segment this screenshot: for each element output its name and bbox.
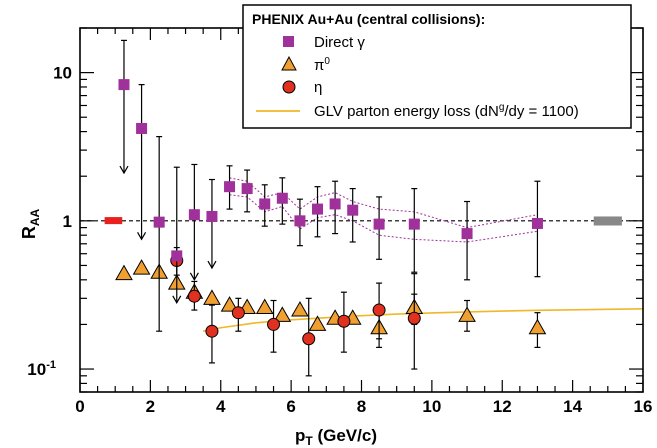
direct-gamma-point-12 — [329, 198, 341, 210]
legend-eta-label: η — [314, 79, 322, 96]
y-axis-label: R — [19, 226, 39, 239]
direct-gamma-point-1 — [136, 122, 148, 134]
legend-direct-gamma-label: Direct γ — [314, 34, 365, 51]
direct-gamma-point-8 — [259, 198, 271, 210]
svg-text:pT (GeV/c): pT (GeV/c) — [295, 426, 377, 448]
direct-gamma-point-5-upper-limit-arrow — [207, 260, 217, 270]
x-tick-label: 10 — [422, 397, 441, 416]
x-tick-label: 8 — [357, 397, 366, 416]
pi0-point-10 — [291, 301, 309, 317]
legend: PHENIX Au+Au (central collisions): Direc… — [242, 4, 632, 129]
y-tick-label: 1 — [63, 212, 72, 231]
direct-gamma-point-9 — [276, 192, 288, 204]
pi0-point-0 — [115, 264, 133, 281]
direct-gamma-point-10 — [294, 215, 306, 227]
direct-gamma-point-17 — [531, 217, 543, 229]
x-tick-label: 2 — [146, 397, 155, 416]
x-tick-label: 14 — [563, 397, 582, 416]
y-axis-title: RAA — [19, 209, 42, 240]
eta-point-8 — [407, 311, 421, 325]
svg-text:RAA: RAA — [19, 209, 42, 240]
legend-title: PHENIX Au+Au (central collisions): — [252, 11, 485, 27]
direct-gamma-point-14 — [373, 218, 385, 230]
legend-pi0-marker — [281, 55, 297, 71]
direct-gamma-point-13 — [347, 204, 359, 216]
direct-gamma-point-3-upper-limit-arrow — [172, 295, 182, 304]
x-axis-label-unit: (GeV/c) — [313, 426, 377, 445]
legend-eta-marker — [282, 80, 296, 94]
direct-gamma-point-1-upper-limit-arrow — [137, 232, 147, 241]
pi0-point-5 — [203, 289, 221, 305]
eta-point-2 — [205, 324, 219, 338]
normalization-box-left — [104, 217, 123, 225]
legend-pi0-label: π0 — [314, 56, 330, 74]
direct-gamma-point-2 — [153, 216, 165, 228]
direct-gamma-point-11 — [312, 203, 324, 215]
direct-gamma-point-0 — [118, 79, 130, 91]
eta-point-4 — [267, 317, 281, 331]
direct-gamma-point-4-upper-limit-arrow — [189, 272, 199, 282]
pi0-point-9 — [273, 306, 292, 322]
x-tick-label: 6 — [286, 397, 295, 416]
direct-gamma-band-upper — [229, 177, 538, 229]
normalization-box-right — [593, 216, 622, 226]
plot-area — [80, 39, 644, 377]
pi0-point-11 — [308, 315, 327, 331]
x-axis-title: pT (GeV/c) — [295, 426, 377, 448]
legend-direct-gamma-marker — [283, 36, 294, 47]
y-tick-label: 10-1 — [27, 359, 56, 379]
pi0-point-1 — [132, 259, 151, 275]
direct-gamma-point-15 — [408, 218, 420, 230]
direct-gamma-point-7 — [241, 183, 253, 195]
y-tick-label: 10 — [53, 64, 72, 83]
x-tick-label: 16 — [634, 397, 653, 416]
eta-point-7 — [372, 303, 386, 317]
x-tick-label: 12 — [493, 397, 512, 416]
pi0-point-17 — [528, 318, 547, 335]
direct-gamma-point-16 — [461, 228, 473, 240]
pi0-point-6 — [220, 296, 239, 312]
direct-gamma-point-5 — [206, 210, 218, 222]
x-tick-label: 0 — [75, 397, 84, 416]
direct-gamma-band-lower — [229, 194, 538, 243]
y-axis-label-sub: AA — [28, 209, 42, 227]
direct-gamma-point-3 — [171, 250, 183, 262]
direct-gamma-point-4 — [188, 209, 200, 221]
x-axis-label-sub: T — [305, 434, 313, 448]
direct-gamma-point-6 — [224, 181, 236, 193]
x-axis-label: p — [295, 426, 305, 445]
legend-glv-label: GLV parton energy loss (dNg/dy = 1100) — [314, 102, 579, 120]
axes: 0 2 4 6 8 10 12 14 16 10 1 10-1 — [27, 27, 653, 416]
eta-point-1 — [187, 289, 201, 303]
eta-point-6 — [337, 314, 351, 328]
direct-gamma-point-0-upper-limit-arrow — [119, 165, 129, 175]
pi0-point-8 — [255, 298, 274, 315]
eta-point-5 — [302, 332, 316, 346]
eta-point-3 — [231, 306, 245, 320]
x-tick-label: 4 — [216, 397, 226, 416]
legend-box — [242, 4, 632, 129]
pi0-point-16 — [458, 306, 476, 322]
